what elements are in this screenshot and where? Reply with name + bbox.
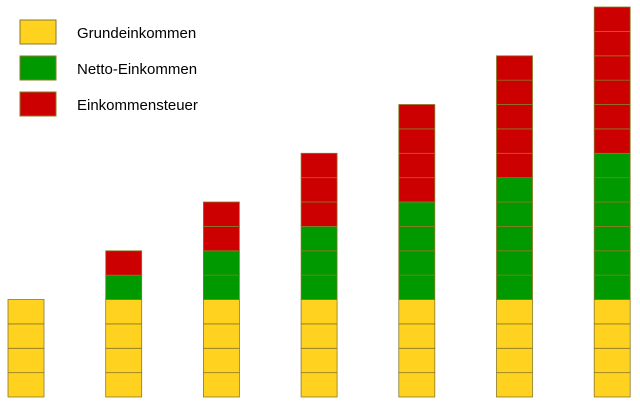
bar-block-grundeinkommen — [105, 372, 143, 398]
legend-item-einkommensteuer: Einkommensteuer — [19, 91, 198, 117]
bar-block-netto-einkommen — [496, 274, 533, 300]
bar-block-einkommensteuer — [398, 152, 436, 179]
bar-block-einkommensteuer — [593, 128, 631, 154]
bar-block-einkommensteuer — [593, 30, 631, 57]
bar-block-netto-einkommen — [300, 225, 338, 252]
bar-block-grundeinkommen — [398, 372, 436, 398]
bar-block-grundeinkommen — [105, 299, 143, 325]
bar-block-einkommensteuer — [496, 55, 533, 81]
legend-swatch-grundeinkommen — [19, 19, 57, 45]
bar-block-grundeinkommen — [398, 323, 436, 349]
bar-block-einkommensteuer — [593, 79, 631, 105]
legend-label-einkommensteuer: Einkommensteuer — [77, 97, 198, 114]
bar-block-grundeinkommen — [7, 372, 45, 398]
bar-block-grundeinkommen — [496, 372, 533, 398]
bar-block-einkommensteuer — [496, 104, 533, 130]
bar-block-grundeinkommen — [398, 347, 436, 374]
bar-block-grundeinkommen — [202, 323, 240, 349]
legend-item-netto-einkommen: Netto-Einkommen — [19, 55, 197, 81]
bar-column — [398, 104, 436, 398]
bars-group — [7, 6, 631, 398]
bar-block-grundeinkommen — [300, 372, 338, 398]
legend-swatch-einkommensteuer — [19, 91, 57, 117]
bar-column — [593, 6, 631, 398]
bar-block-netto-einkommen — [202, 274, 240, 300]
bar-column — [202, 201, 240, 398]
bar-block-grundeinkommen — [593, 323, 631, 349]
bar-block-netto-einkommen — [593, 225, 631, 252]
bar-block-einkommensteuer — [300, 152, 338, 179]
bar-block-netto-einkommen — [202, 250, 240, 276]
bar-block-einkommensteuer — [496, 128, 533, 154]
bar-block-einkommensteuer — [300, 201, 338, 227]
bar-block-einkommensteuer — [202, 225, 240, 252]
bar-column — [7, 299, 45, 398]
bar-block-grundeinkommen — [496, 347, 533, 374]
bar-block-einkommensteuer — [398, 177, 436, 203]
bar-block-grundeinkommen — [593, 372, 631, 398]
bar-block-grundeinkommen — [496, 323, 533, 349]
bar-block-netto-einkommen — [398, 274, 436, 300]
bar-block-grundeinkommen — [398, 299, 436, 325]
legend-item-grundeinkommen: Grundeinkommen — [19, 19, 196, 45]
legend-swatch-netto-einkommen — [19, 55, 57, 81]
bar-block-einkommensteuer — [105, 250, 143, 276]
bar-block-netto-einkommen — [398, 250, 436, 276]
bar-block-netto-einkommen — [398, 201, 436, 227]
bar-block-netto-einkommen — [105, 274, 143, 300]
bar-block-netto-einkommen — [593, 201, 631, 227]
bar-block-netto-einkommen — [300, 274, 338, 300]
legend-label-netto-einkommen: Netto-Einkommen — [77, 61, 197, 78]
bar-block-netto-einkommen — [496, 201, 533, 227]
bar-block-einkommensteuer — [593, 104, 631, 130]
bar-block-grundeinkommen — [300, 323, 338, 349]
bar-block-grundeinkommen — [300, 347, 338, 374]
bar-block-einkommensteuer — [496, 79, 533, 105]
bar-block-netto-einkommen — [593, 152, 631, 179]
bar-block-einkommensteuer — [202, 201, 240, 227]
bar-block-einkommensteuer — [593, 6, 631, 32]
bar-block-einkommensteuer — [398, 104, 436, 130]
bar-block-netto-einkommen — [398, 225, 436, 252]
bar-block-grundeinkommen — [7, 323, 45, 349]
bar-block-einkommensteuer — [593, 55, 631, 81]
bar-block-einkommensteuer — [300, 177, 338, 203]
bar-block-grundeinkommen — [202, 372, 240, 398]
bar-column — [496, 55, 533, 398]
bar-block-einkommensteuer — [398, 128, 436, 154]
legend: Grundeinkommen Netto-Einkommen Einkommen… — [19, 19, 198, 117]
bar-block-grundeinkommen — [202, 299, 240, 325]
bar-block-netto-einkommen — [496, 250, 533, 276]
bar-block-netto-einkommen — [300, 250, 338, 276]
bar-block-grundeinkommen — [300, 299, 338, 325]
bar-block-grundeinkommen — [593, 299, 631, 325]
bar-block-grundeinkommen — [105, 347, 143, 374]
bar-block-netto-einkommen — [593, 274, 631, 300]
legend-label-grundeinkommen: Grundeinkommen — [77, 25, 196, 42]
bar-block-grundeinkommen — [7, 299, 45, 325]
bar-block-netto-einkommen — [593, 177, 631, 203]
bar-column — [105, 250, 143, 398]
bar-block-grundeinkommen — [105, 323, 143, 349]
bar-block-netto-einkommen — [496, 177, 533, 203]
bar-block-netto-einkommen — [496, 225, 533, 252]
bar-block-grundeinkommen — [496, 299, 533, 325]
bar-block-einkommensteuer — [496, 152, 533, 179]
bar-block-netto-einkommen — [593, 250, 631, 276]
bar-block-grundeinkommen — [7, 347, 45, 374]
bar-column — [300, 152, 338, 398]
bar-block-grundeinkommen — [202, 347, 240, 374]
bar-block-grundeinkommen — [593, 347, 631, 374]
